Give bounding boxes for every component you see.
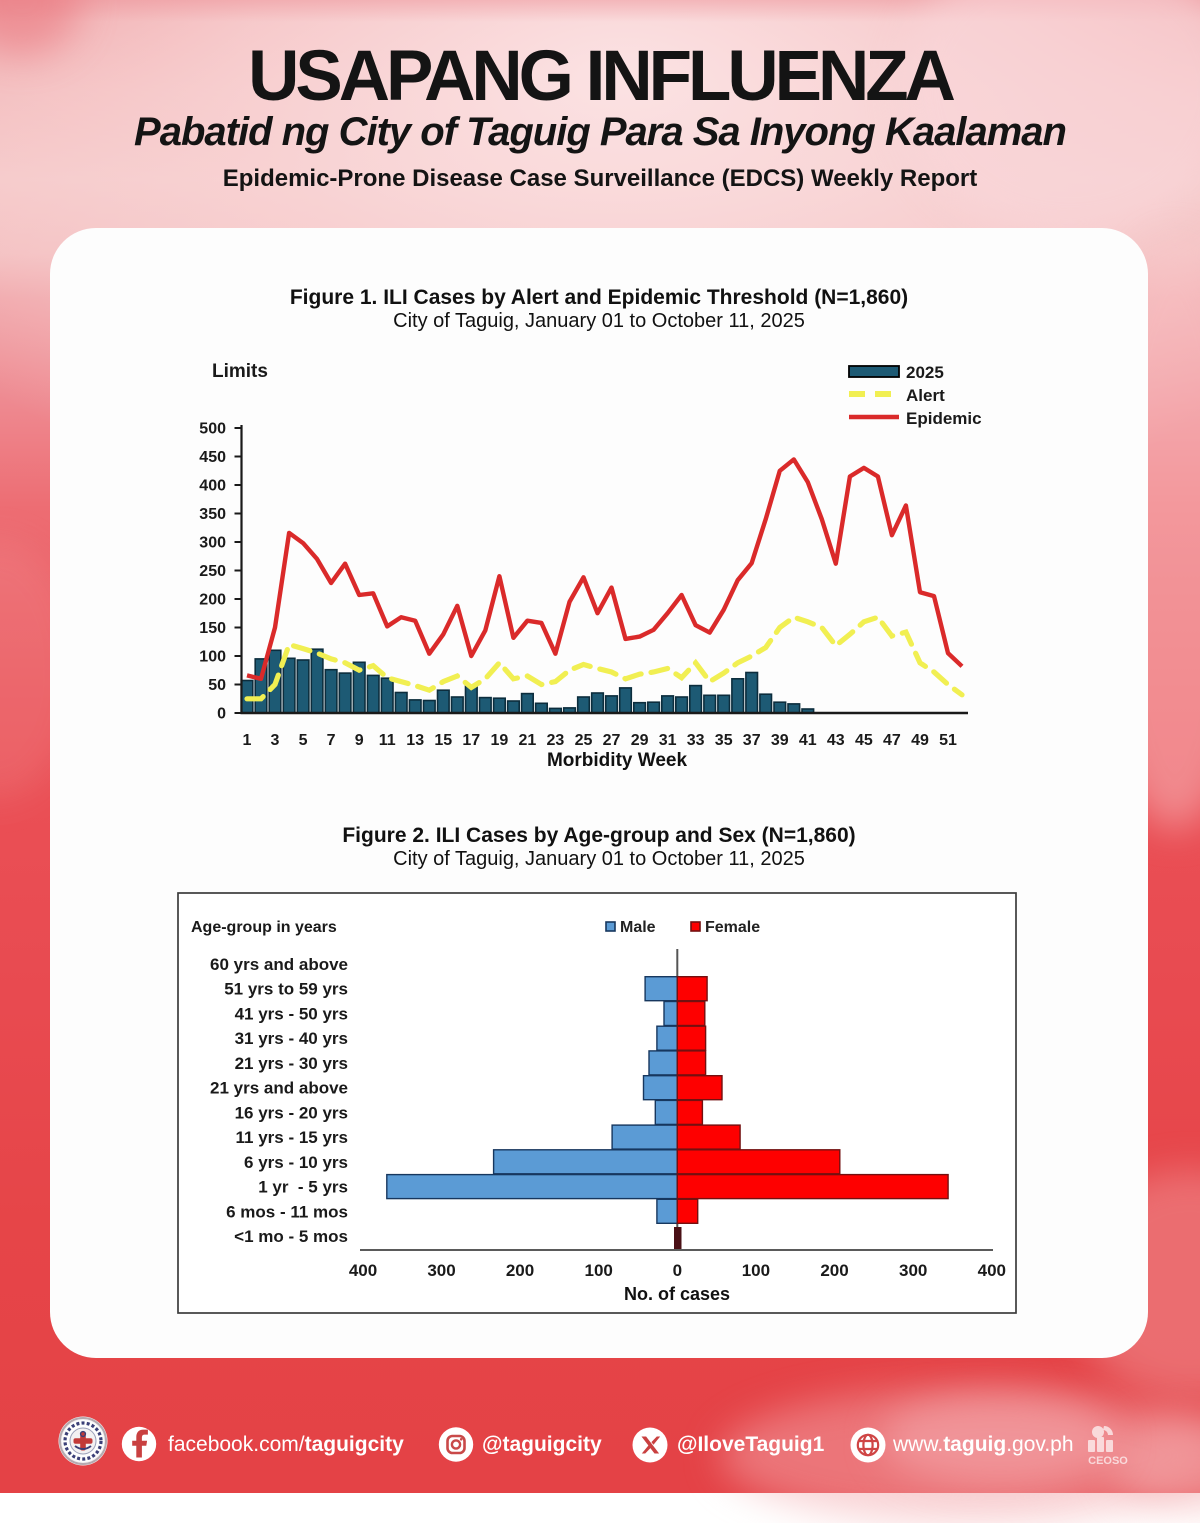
svg-text:49: 49 [911,732,929,749]
svg-text:450: 450 [199,449,226,466]
svg-text:350: 350 [199,506,226,523]
svg-text:100: 100 [742,1261,770,1280]
svg-text:27: 27 [603,732,621,749]
svg-text:21 yrs and above: 21 yrs and above [210,1079,348,1098]
svg-text:Female: Female [705,919,760,936]
svg-text:Age-group in years: Age-group in years [191,919,337,936]
svg-text:200: 200 [820,1261,848,1280]
svg-text:0: 0 [673,1261,682,1280]
svg-text:41 yrs - 50 yrs: 41 yrs - 50 yrs [235,1005,348,1024]
svg-text:300: 300 [427,1261,455,1280]
svg-text:23: 23 [547,732,565,749]
svg-text:37: 37 [743,732,761,749]
svg-text:400: 400 [199,478,226,495]
svg-text:No. of cases: No. of cases [624,1284,730,1304]
svg-text:15: 15 [434,732,452,749]
svg-text:Male: Male [620,919,656,936]
svg-text:11: 11 [379,732,396,749]
svg-text:250: 250 [199,563,226,580]
svg-text:11 yrs - 15 yrs: 11 yrs - 15 yrs [236,1128,348,1147]
svg-text:9: 9 [355,732,364,749]
svg-text:Morbidity Week: Morbidity Week [547,750,687,771]
svg-text:300: 300 [899,1261,927,1280]
svg-text:21 yrs - 30 yrs: 21 yrs - 30 yrs [235,1054,348,1073]
svg-text:45: 45 [855,732,873,749]
svg-text:13: 13 [406,732,424,749]
svg-text:100: 100 [585,1261,613,1280]
svg-text:51 yrs to 59 yrs: 51 yrs to 59 yrs [224,980,348,999]
svg-text:200: 200 [506,1261,534,1280]
svg-text:17: 17 [462,732,480,749]
svg-text:33: 33 [687,732,705,749]
svg-text:35: 35 [715,732,733,749]
svg-text:Limits: Limits [212,361,268,382]
svg-text:300: 300 [199,535,226,552]
svg-text:51: 51 [939,732,957,749]
svg-text:200: 200 [199,592,226,609]
svg-text:6 yrs - 10 yrs: 6 yrs - 10 yrs [244,1153,348,1172]
svg-text:31 yrs - 40 yrs: 31 yrs - 40 yrs [235,1029,348,1048]
svg-text:5: 5 [299,732,308,749]
svg-text:25: 25 [575,732,593,749]
svg-text:400: 400 [349,1261,377,1280]
svg-text:21: 21 [519,732,537,749]
svg-text:41: 41 [799,732,817,749]
svg-text:7: 7 [327,732,336,749]
svg-text:50: 50 [208,677,226,694]
svg-text:2025: 2025 [906,363,944,382]
svg-text:100: 100 [199,649,226,666]
svg-text:16 yrs - 20 yrs: 16 yrs - 20 yrs [235,1103,348,1122]
svg-text:6 mos - 11 mos: 6 mos - 11 mos [226,1202,348,1221]
svg-text:1 yr - 5 yrs: 1 yr - 5 yrs [258,1178,348,1197]
svg-text:<1 mo - 5 mos: <1 mo - 5 mos [234,1227,348,1246]
svg-text:39: 39 [771,732,789,749]
svg-text:29: 29 [631,732,649,749]
svg-text:Alert: Alert [906,386,945,405]
svg-text:400: 400 [978,1261,1006,1280]
svg-text:60 yrs and above: 60 yrs and above [210,955,348,974]
svg-text:CEOSO: CEOSO [1088,1455,1128,1467]
svg-text:3: 3 [271,732,280,749]
svg-text:150: 150 [199,620,226,637]
svg-text:500: 500 [199,421,226,438]
svg-text:0: 0 [217,706,226,723]
svg-text:43: 43 [827,732,845,749]
svg-text:1: 1 [243,732,252,749]
svg-text:19: 19 [491,732,509,749]
svg-text:47: 47 [883,732,901,749]
svg-text:Epidemic: Epidemic [906,409,982,428]
svg-text:31: 31 [659,732,677,749]
